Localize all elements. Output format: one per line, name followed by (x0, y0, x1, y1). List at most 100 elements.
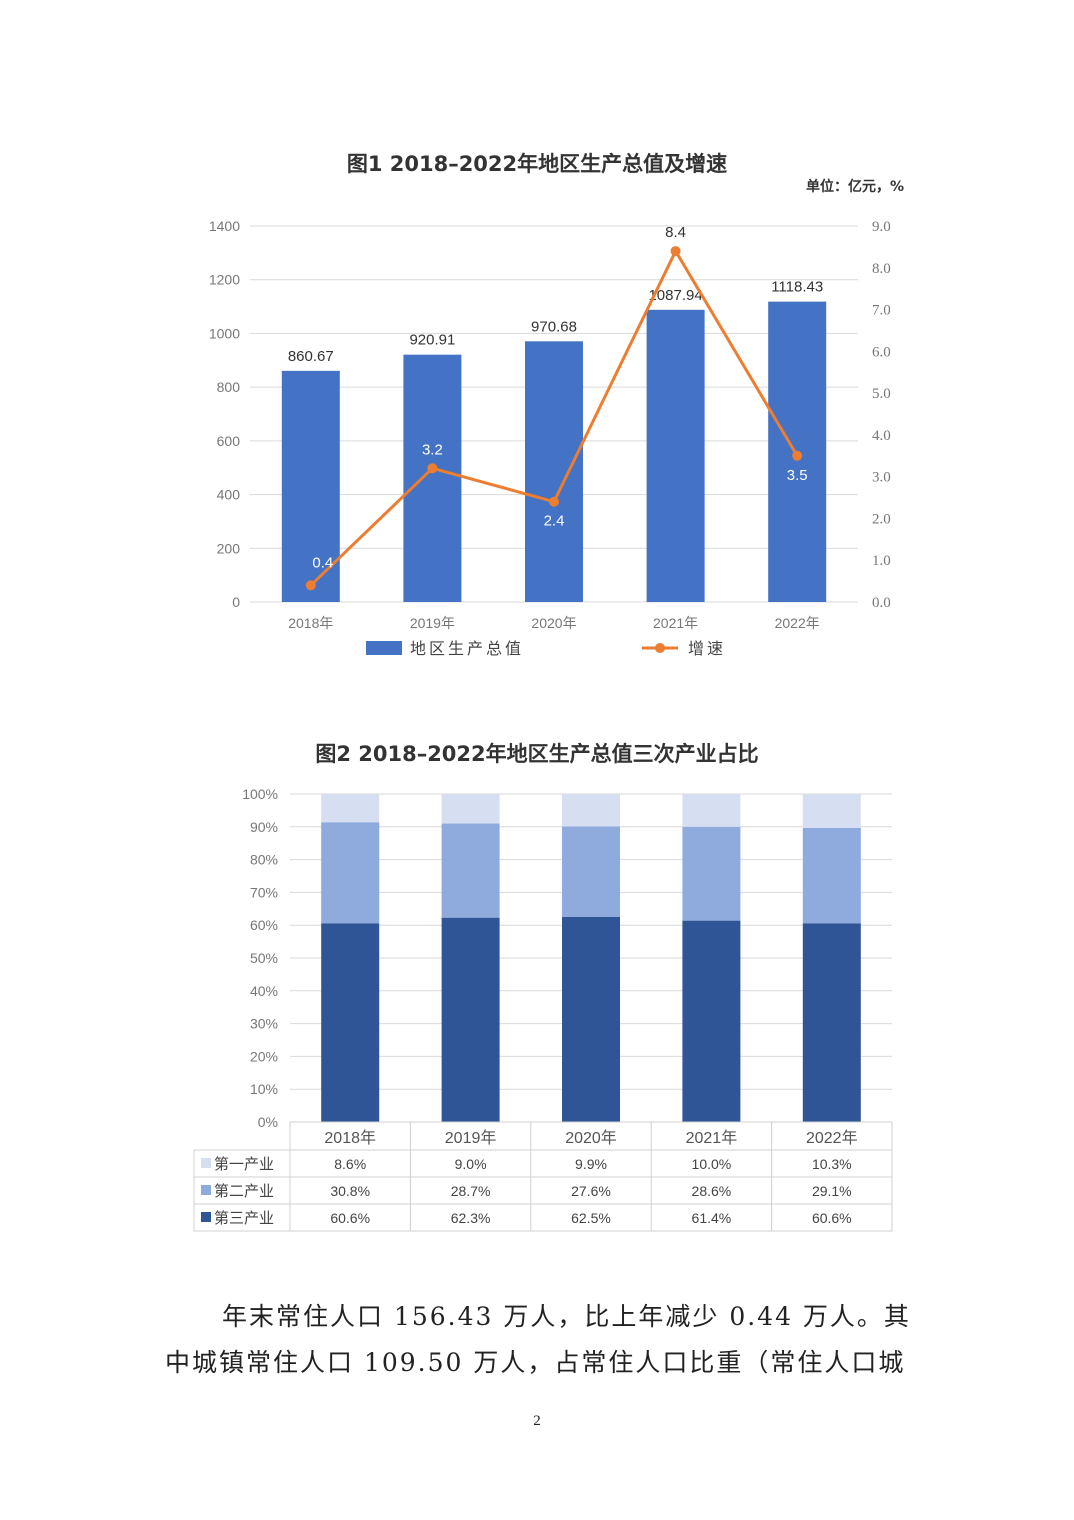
y-right-tick-label: 1.0 (872, 553, 891, 569)
y-tick-label: 30% (250, 1016, 278, 1032)
stack-segment (562, 826, 620, 917)
y-tick-label: 80% (250, 852, 278, 868)
table-header-cell: 2022年 (806, 1129, 858, 1147)
table-cell: 62.5% (571, 1210, 611, 1226)
table-cell: 28.7% (451, 1183, 491, 1199)
gdp-bar (525, 341, 583, 602)
growth-label: 3.2 (422, 441, 443, 458)
paragraph-line1: 年末常住人口 156.43 万人，比上年减少 0.44 万人。其 (222, 1302, 911, 1331)
growth-label: 3.5 (787, 467, 808, 484)
growth-label: 0.4 (312, 554, 333, 571)
stack-segment (802, 923, 861, 1122)
y-right-tick-label: 0.0 (872, 595, 891, 611)
y-right-tick-label: 4.0 (872, 428, 891, 444)
stack-segment (802, 827, 861, 924)
gdp-bar (281, 370, 340, 602)
table-cell: 28.6% (692, 1183, 732, 1199)
stack-segment (802, 794, 861, 828)
growth-point (549, 496, 559, 507)
table-legend-key (201, 1185, 211, 1195)
table-legend-key (201, 1158, 211, 1168)
y-left-tick-label: 1200 (209, 272, 240, 288)
y-tick-label: 40% (250, 983, 278, 999)
legend-growth-label: 增速 (688, 639, 726, 658)
gdp-bar-label: 1087.94 (648, 287, 702, 304)
table-row (193, 1203, 893, 1232)
y-left-tick-label: 400 (217, 487, 241, 503)
figure1-unit: 单位：亿元，% (805, 179, 904, 195)
stack-segment (321, 822, 380, 924)
growth-point (305, 580, 316, 591)
x-tick-label: 2020年 (531, 615, 576, 631)
y-left-tick-label: 800 (217, 379, 241, 395)
x-tick-label: 2021年 (653, 615, 698, 631)
y-right-tick-label: 7.0 (872, 303, 891, 319)
table-cell: 9.0% (455, 1156, 487, 1172)
table-cell: 10.3% (812, 1156, 852, 1172)
table-header-cell: 2020年 (565, 1129, 617, 1147)
y-right-tick-label: 9.0 (872, 219, 891, 235)
legend-gdp-label: 地区生产总值 (410, 639, 524, 658)
x-tick-label: 2019年 (410, 615, 455, 631)
table-cell: 60.6% (330, 1210, 370, 1226)
y-tick-label: 70% (250, 884, 278, 900)
gdp-bar-label: 920.91 (409, 332, 455, 349)
y-right-tick-label: 6.0 (872, 344, 891, 360)
table-cell: 62.3% (451, 1210, 491, 1226)
table-cell: 9.9% (575, 1156, 607, 1172)
table-legend-key (201, 1212, 211, 1222)
y-tick-label: 0% (258, 1114, 278, 1130)
y-tick-label: 60% (250, 917, 278, 933)
gdp-bar (646, 309, 705, 602)
stack-segment (682, 826, 741, 921)
paragraph-line2: 中城镇常住人口 109.50 万人，占常住人口比重（常住人口城 (165, 1348, 906, 1377)
table-cell: 60.6% (812, 1210, 852, 1226)
y-tick-label: 100% (242, 786, 278, 802)
legend-growth-marker (655, 643, 665, 653)
growth-label: 2.4 (544, 513, 565, 530)
y-tick-label: 10% (250, 1081, 278, 1097)
legend-gdp-swatch (366, 641, 402, 655)
growth-point (427, 463, 438, 474)
y-left-tick-label: 1400 (209, 218, 240, 234)
table-header-cell: 2019年 (445, 1129, 497, 1147)
gdp-bar (403, 354, 462, 602)
table-cell: 27.6% (571, 1183, 611, 1199)
table-row-label: 第二产业 (214, 1182, 274, 1200)
y-left-tick-label: 0 (232, 594, 240, 610)
stack-segment (562, 917, 620, 1122)
stack-segment (562, 794, 620, 827)
stack-segment (682, 920, 741, 1122)
table-row (193, 1176, 893, 1205)
y-right-tick-label: 8.0 (872, 261, 891, 277)
table-cell: 10.0% (692, 1156, 732, 1172)
y-right-tick-label: 5.0 (872, 386, 891, 402)
figure1-chart: 0 200 400 600 800 1000 1200 1400 0.0 1.0 2.0 3.0 4.0… (209, 218, 891, 658)
x-tick-label: 2018年 (288, 615, 333, 631)
y-tick-label: 50% (250, 950, 278, 966)
table-cell: 29.1% (812, 1183, 852, 1199)
y-right-tick-label: 3.0 (872, 470, 891, 486)
y-left-tick-label: 1000 (209, 325, 240, 341)
table-cell: 61.4% (692, 1210, 732, 1226)
figure2-chart: 0% 10% 20% 30% 40% 50% 60% 70% 80% 90% 100% 2018年 20… (193, 786, 893, 1232)
table-row-label: 第一产业 (214, 1155, 274, 1173)
y-left-tick-label: 600 (217, 433, 241, 449)
figure2-title: 图2 2018–2022年地区生产总值三次产业占比 (315, 742, 759, 766)
gdp-bar-label: 970.68 (531, 318, 577, 335)
growth-point (670, 246, 681, 257)
page-number: 2 (533, 1413, 541, 1429)
table-header-cell: 2018年 (324, 1129, 376, 1147)
growth-point (792, 450, 803, 461)
table-row (193, 1149, 893, 1178)
stack-segment (441, 794, 500, 824)
y-tick-label: 20% (250, 1048, 278, 1064)
figure1-title: 图1 2018–2022年地区生产总值及增速 (346, 152, 728, 176)
stack-segment (682, 794, 741, 827)
y-left-tick-label: 200 (217, 540, 241, 556)
stack-segment (441, 917, 500, 1122)
table-cell: 30.8% (330, 1183, 370, 1199)
table-row-label: 第三产业 (214, 1209, 274, 1227)
stack-segment (321, 923, 380, 1122)
stack-segment (441, 823, 500, 918)
